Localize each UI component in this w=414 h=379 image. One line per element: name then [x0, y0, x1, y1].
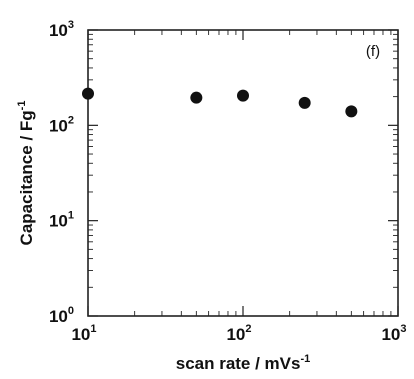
y-axis-label-superscript: -1: [16, 101, 28, 111]
y-tick-label-base: 10: [49, 21, 68, 40]
x-axis-label-superscript: -1: [300, 353, 310, 365]
minor-ticks: [88, 30, 398, 316]
y-tick-label-exponent: 0: [68, 305, 74, 317]
y-tick-label-exponent: 1: [68, 210, 74, 222]
data-point: [237, 89, 249, 102]
y-tick-label: 100: [49, 305, 74, 326]
x-tick-label-exponent: 1: [90, 323, 96, 335]
data-point: [298, 96, 311, 109]
y-axis-label-text: Capacitance / Fg: [17, 110, 36, 245]
x-tick-label-exponent: 3: [400, 323, 406, 335]
y-tick-label-base: 10: [49, 116, 68, 135]
y-tick-label: 101: [49, 210, 74, 231]
y-tick-label: 103: [49, 19, 74, 40]
y-tick-label-exponent: 3: [68, 19, 74, 31]
major-ticks: [87, 29, 399, 317]
x-tick-label: 101: [71, 323, 96, 344]
x-tick-label-base: 10: [71, 325, 90, 344]
y-tick-label-exponent: 2: [68, 114, 74, 126]
data-points: [82, 87, 358, 118]
x-tick-label-exponent: 2: [245, 323, 251, 335]
data-point: [82, 87, 94, 100]
panel-label: (f): [366, 43, 380, 60]
y-tick-label: 102: [49, 114, 74, 135]
y-tick-label-base: 10: [49, 212, 68, 231]
plot-frame: [87, 29, 399, 317]
x-tick-labels: 101 102 103: [71, 323, 406, 344]
x-tick-label: 102: [226, 323, 251, 344]
y-axis-label: Capacitance / Fg-1: [16, 101, 36, 246]
x-tick-label: 103: [381, 323, 406, 344]
data-point: [190, 91, 203, 104]
x-axis-label-text: scan rate / mVs: [176, 354, 301, 373]
data-point: [345, 105, 358, 118]
x-tick-label-base: 10: [226, 325, 245, 344]
x-axis-label: scan rate / mVs-1: [176, 353, 311, 373]
y-tick-label-base: 10: [49, 307, 68, 326]
x-tick-label-base: 10: [381, 325, 400, 344]
